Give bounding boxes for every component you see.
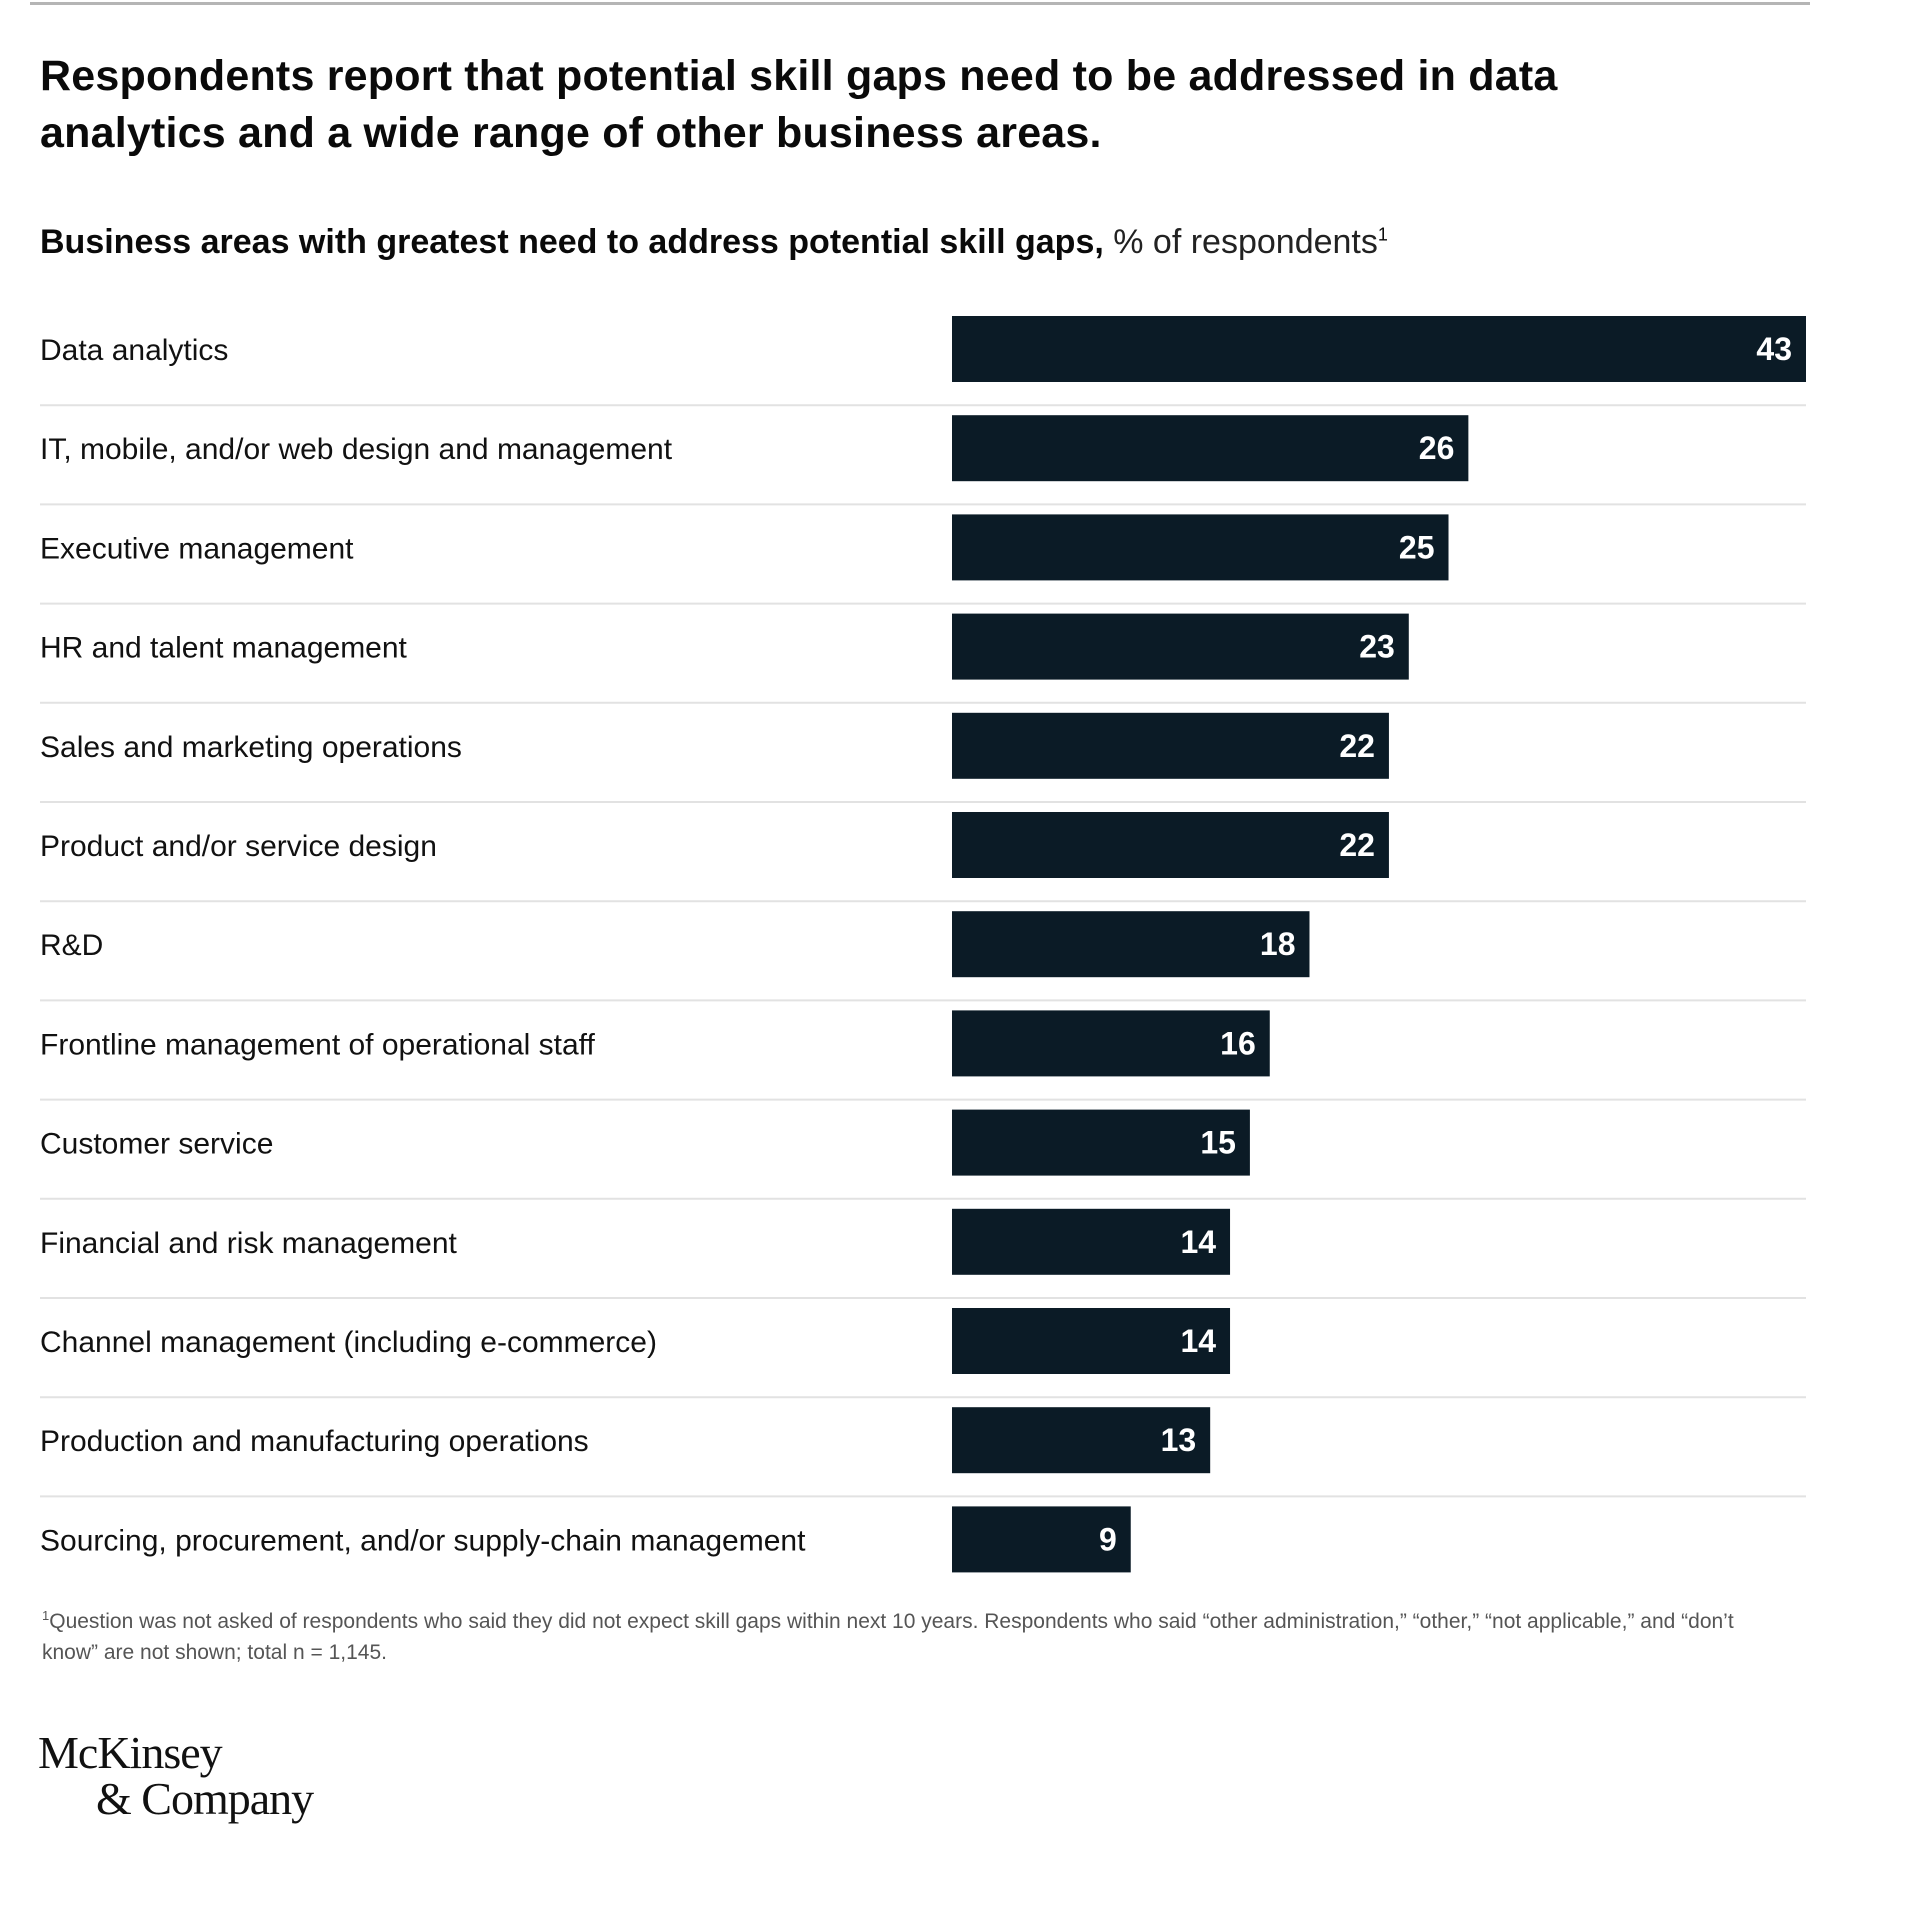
chart-title: Respondents report that potential skill … bbox=[40, 52, 1558, 157]
category-label: Customer service bbox=[40, 1128, 273, 1161]
category-label: IT, mobile, and/or web design and manage… bbox=[40, 433, 673, 466]
category-label: HR and talent management bbox=[40, 632, 408, 665]
bar bbox=[952, 1407, 1211, 1474]
bar bbox=[952, 911, 1310, 978]
value-label: 25 bbox=[1399, 529, 1435, 565]
value-label: 14 bbox=[1180, 1224, 1216, 1260]
footnote: 1Question was not asked of respondents w… bbox=[42, 1606, 1762, 1668]
bar bbox=[952, 613, 1409, 680]
category-label: Financial and risk management bbox=[40, 1227, 458, 1260]
category-label: Product and/or service design bbox=[40, 830, 437, 863]
footnote-marker: 1 bbox=[42, 1608, 50, 1623]
bar-row: Production and manufacturing operations 1… bbox=[40, 1407, 1806, 1498]
value-label: 14 bbox=[1180, 1323, 1216, 1359]
value-label: 43 bbox=[1756, 331, 1792, 367]
bar-row: Product and/or service design 22 bbox=[40, 812, 1806, 903]
category-label: Production and manufacturing operations bbox=[40, 1425, 589, 1458]
bar-row: Sales and marketing operations 22 bbox=[40, 712, 1806, 803]
bar-row: Customer service 15 bbox=[40, 1109, 1806, 1200]
value-label: 26 bbox=[1419, 430, 1455, 466]
category-label: R&D bbox=[40, 929, 103, 962]
bar-row: Frontline management of operational staf… bbox=[40, 1010, 1806, 1101]
value-label: 22 bbox=[1339, 827, 1375, 863]
bar-row: Data analytics 43 bbox=[40, 316, 1806, 407]
value-label: 23 bbox=[1359, 629, 1395, 665]
subtitle-bold: Business areas with greatest need to add… bbox=[40, 223, 1104, 261]
bar bbox=[952, 1506, 1131, 1573]
category-label: Data analytics bbox=[40, 334, 228, 367]
value-label: 13 bbox=[1161, 1422, 1197, 1458]
subtitle-footnote-marker: 1 bbox=[1377, 224, 1388, 245]
category-label: Frontline management of operational staf… bbox=[40, 1028, 595, 1061]
bar bbox=[952, 514, 1449, 581]
bar-row: R&D 18 bbox=[40, 911, 1806, 1002]
bar bbox=[952, 1109, 1250, 1176]
category-label: Sourcing, procurement, and/or supply-cha… bbox=[40, 1524, 806, 1557]
footnote-text: Question was not asked of respondents wh… bbox=[42, 1610, 1734, 1664]
mckinsey-logo: McKinsey & Company bbox=[38, 1727, 314, 1824]
logo-line-1: McKinsey bbox=[38, 1727, 223, 1778]
bar bbox=[952, 415, 1469, 482]
bar bbox=[952, 316, 1806, 382]
category-label: Executive management bbox=[40, 532, 354, 565]
bar bbox=[952, 1308, 1231, 1374]
value-label: 18 bbox=[1260, 926, 1296, 962]
category-label: Channel management (including e-commerce… bbox=[40, 1326, 657, 1359]
value-label: 9 bbox=[1099, 1521, 1117, 1557]
bar-row: Financial and risk management 14 bbox=[40, 1208, 1806, 1299]
value-label: 15 bbox=[1200, 1125, 1236, 1161]
chart-subtitle: Business areas with greatest need to add… bbox=[40, 222, 1388, 262]
bar bbox=[952, 1208, 1231, 1275]
bar-row: Channel management (including e-commerce… bbox=[40, 1308, 1806, 1399]
bar-row: IT, mobile, and/or web design and manage… bbox=[40, 415, 1806, 506]
bar bbox=[952, 812, 1389, 878]
bar-row: HR and talent management 23 bbox=[40, 613, 1806, 704]
subtitle-unit: % of respondents bbox=[1113, 223, 1378, 261]
value-label: 22 bbox=[1339, 728, 1375, 764]
bar-row: Executive management 25 bbox=[40, 514, 1806, 605]
category-label: Sales and marketing operations bbox=[40, 731, 462, 764]
bar bbox=[952, 712, 1389, 779]
top-rule bbox=[30, 2, 1810, 5]
logo-line-2: & Company bbox=[96, 1773, 314, 1824]
value-label: 16 bbox=[1220, 1025, 1256, 1061]
bar-row: Sourcing, procurement, and/or supply-cha… bbox=[40, 1506, 1131, 1573]
bar bbox=[952, 1010, 1270, 1077]
